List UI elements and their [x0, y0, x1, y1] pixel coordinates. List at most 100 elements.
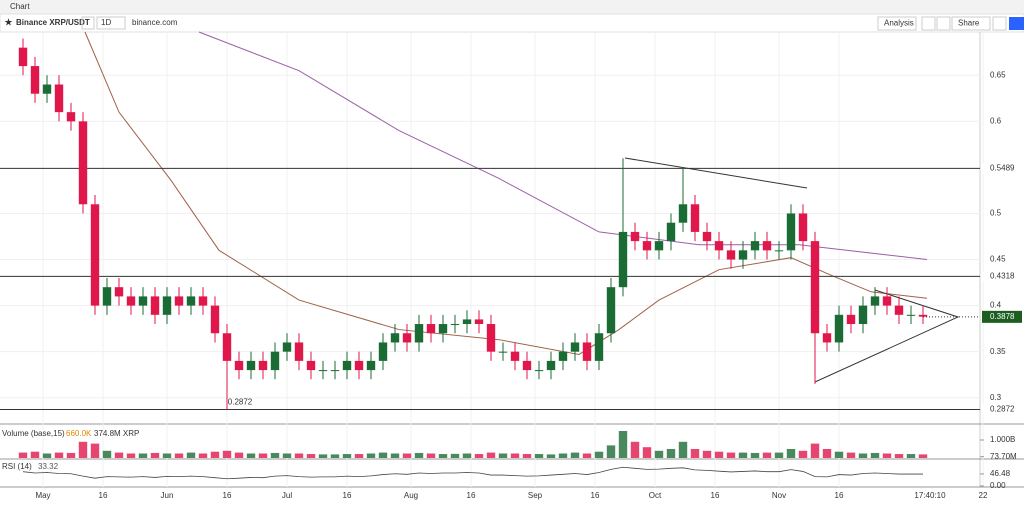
candle-body [546, 360, 556, 371]
volume-bar [606, 445, 616, 458]
fullscreen-button[interactable] [992, 16, 1007, 31]
symbol[interactable]: Binance XRP/USDT [16, 18, 90, 27]
candle-body [426, 324, 436, 334]
volume-bar [846, 452, 856, 458]
candle-body [270, 351, 280, 371]
rsi-last: 33.32 [38, 462, 59, 471]
analysis-label[interactable]: Analysis [884, 19, 914, 28]
candle-body [666, 222, 676, 242]
volume-bar [414, 452, 424, 458]
volume-bar [918, 454, 928, 458]
candle-body [678, 204, 688, 223]
volume-bar [870, 452, 880, 458]
volume-bar [114, 452, 124, 458]
candle-body [18, 47, 28, 67]
volume-bar [150, 452, 160, 458]
volume-bar [438, 454, 448, 458]
candle-body [138, 296, 148, 306]
tool-button[interactable] [936, 16, 951, 31]
menu-button[interactable] [1009, 17, 1024, 30]
volume-title: Volume (base,15) [2, 429, 65, 438]
volume-bar [594, 451, 604, 458]
x-tick-label: Aug [404, 491, 418, 500]
rsi-tick-label: 46.48 [990, 469, 1011, 478]
share-button[interactable] [951, 16, 991, 31]
candle-body [402, 333, 412, 343]
volume-bar [690, 449, 700, 458]
candle-body [798, 213, 808, 242]
x-tick-label: May [35, 491, 50, 500]
candle-body [342, 360, 352, 371]
volume-bar [282, 453, 292, 458]
volume-bar [366, 453, 376, 458]
volume-bar [630, 441, 640, 458]
candle-body [786, 213, 796, 251]
volume-bar [18, 452, 28, 458]
candle-body [774, 250, 784, 252]
tool-button[interactable] [921, 16, 936, 31]
candle-body [726, 250, 736, 260]
volume-bar [798, 450, 808, 458]
candle-body [522, 360, 532, 371]
volume-bar [714, 451, 724, 458]
candle-body [738, 250, 748, 260]
interval-box[interactable] [96, 16, 126, 30]
candle-body [918, 314, 928, 317]
y-tick-label: 0.65 [990, 70, 1006, 79]
volume-bar [306, 454, 316, 458]
volume-bar [426, 453, 436, 458]
volume-bar [294, 453, 304, 458]
volume-bar [546, 454, 556, 458]
x-tick-label: 16 [711, 491, 720, 500]
x-tick-label: 16 [223, 491, 232, 500]
source[interactable]: binance.com [132, 18, 178, 27]
x-tick-label: Oct [649, 491, 662, 500]
x-tick-label: Sep [528, 491, 543, 500]
volume-bar [786, 449, 796, 458]
candle-body [594, 333, 604, 361]
candle-body [150, 296, 160, 315]
volume-bar [738, 452, 748, 458]
level-label: 0.4318 [990, 271, 1015, 280]
candle-body [534, 370, 544, 372]
triangle [814, 289, 960, 383]
candle-body [126, 296, 136, 306]
candle-body [606, 287, 616, 334]
volume-bar [330, 454, 340, 458]
share-label[interactable]: Share [958, 19, 980, 28]
volume-bar [750, 452, 760, 458]
volume-bar [726, 452, 736, 458]
volume-bar [642, 447, 652, 458]
volume-bar [126, 453, 136, 458]
volume-bar [834, 451, 844, 458]
candle-body [390, 333, 400, 343]
star-icon[interactable]: ★ [4, 18, 13, 29]
candle-body [330, 370, 340, 372]
x-tick-label: 16 [467, 491, 476, 500]
level-label: 0.2872 [990, 405, 1015, 414]
volume-bar [522, 454, 532, 458]
volume-bar [618, 431, 628, 458]
volume-bar [486, 452, 496, 458]
volume-bar [510, 453, 520, 458]
candle-body [810, 241, 820, 334]
candle-body [882, 296, 892, 306]
analysis-button[interactable] [877, 16, 917, 31]
symbol-menu[interactable] [81, 16, 95, 30]
volume-bar [678, 441, 688, 458]
candle-body [762, 241, 772, 251]
volume-bar [762, 452, 772, 458]
level-label: 0.5489 [990, 164, 1015, 173]
volume-bar [702, 450, 712, 458]
x-tick-label: 16 [835, 491, 844, 500]
volume-bar [654, 450, 664, 458]
countdown: 17:40:10 [914, 491, 946, 500]
volume-bar [906, 454, 916, 458]
y-tick-label: 0.3 [990, 393, 1002, 402]
candle-body [234, 360, 244, 371]
candle-body [54, 84, 64, 113]
volume-bar [258, 453, 268, 458]
candle-body [210, 305, 220, 334]
interval[interactable]: 1D [101, 18, 111, 27]
candle-body [906, 314, 916, 316]
